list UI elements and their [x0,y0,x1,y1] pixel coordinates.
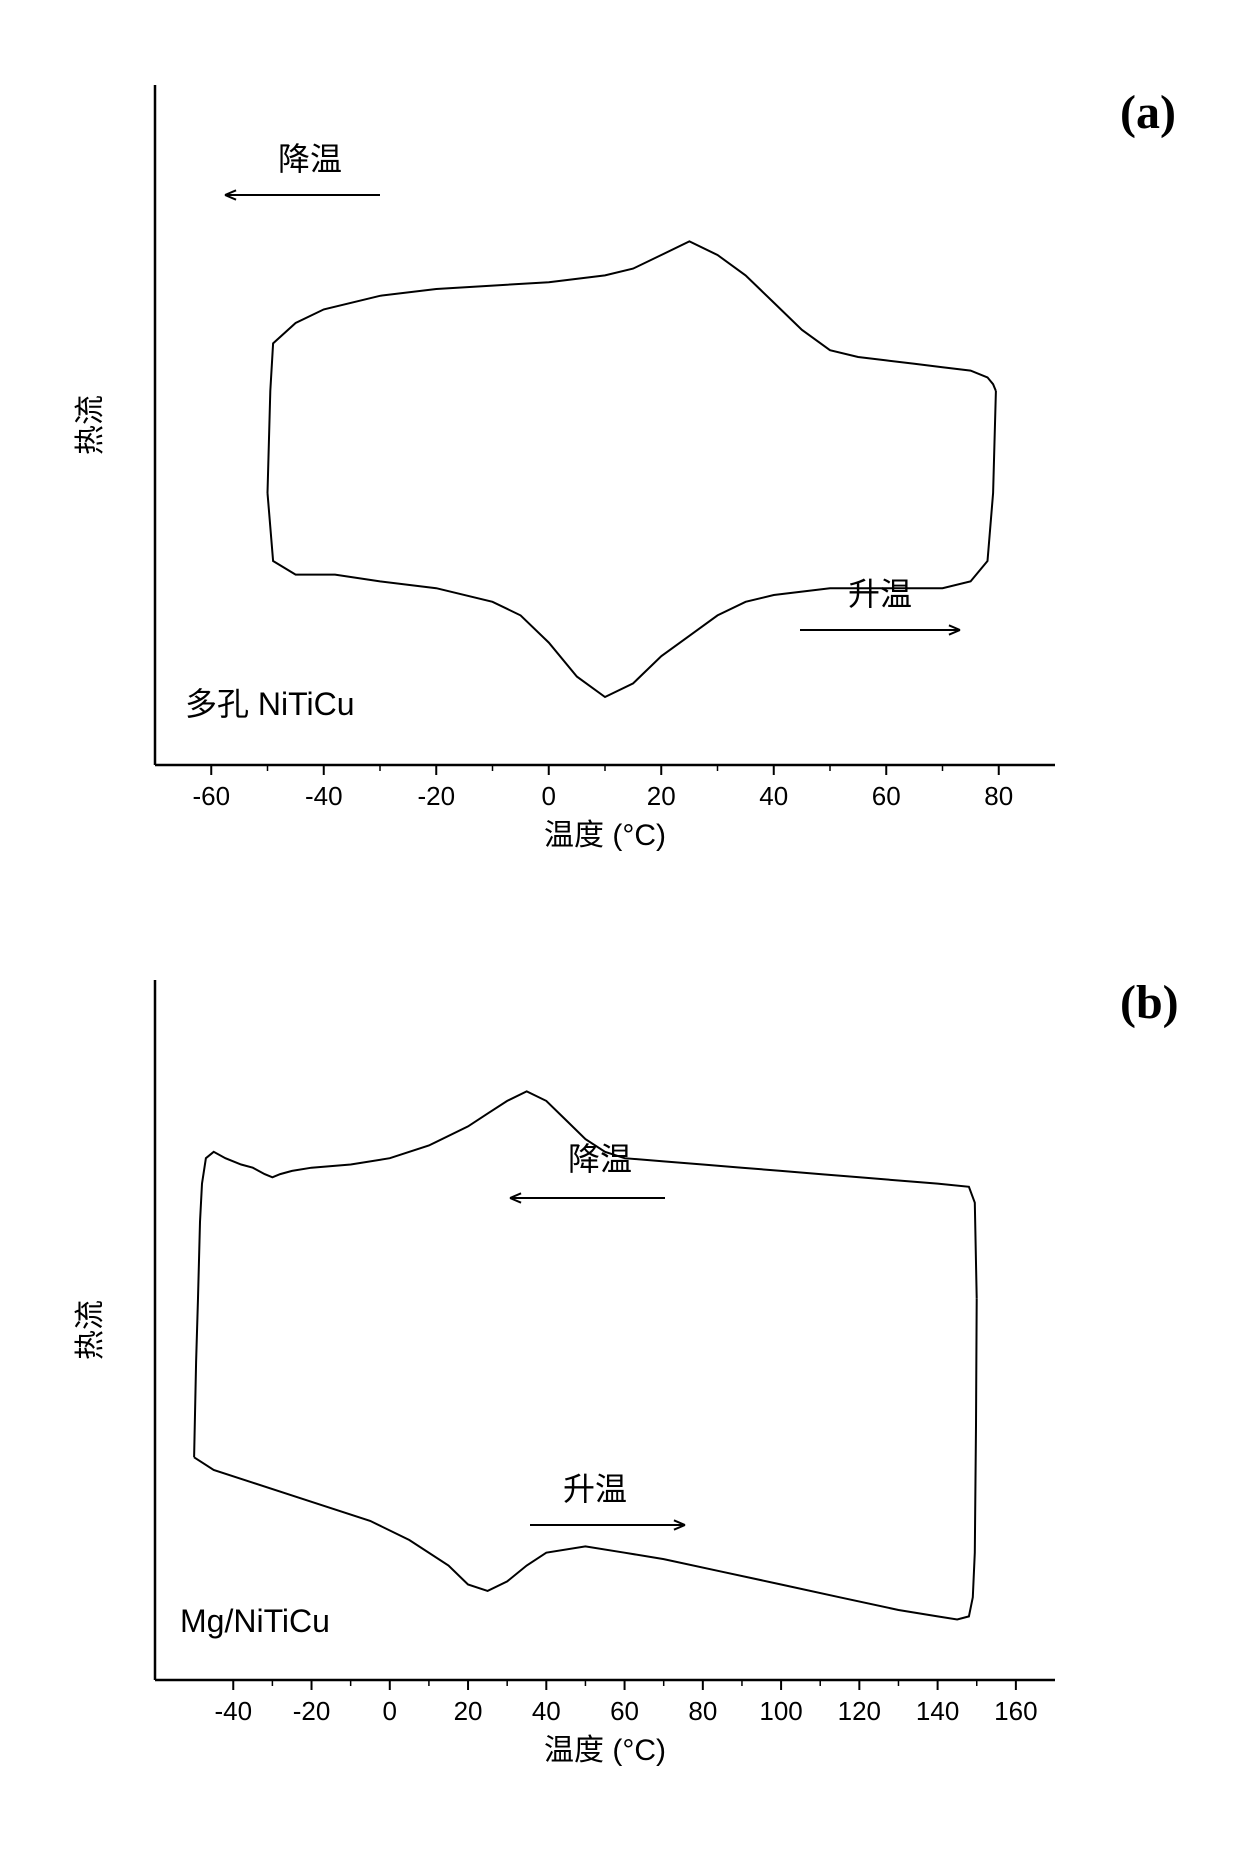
svg-text:20: 20 [454,1696,483,1726]
svg-text:0: 0 [383,1696,397,1726]
svg-text:降温: 降温 [278,141,342,177]
svg-text:0: 0 [542,781,556,811]
svg-text:20: 20 [647,781,676,811]
svg-text:120: 120 [838,1696,881,1726]
svg-text:温度 (°C): 温度 (°C) [544,1734,666,1767]
dsc-chart-a: -60 -40 -20 0 20 40 60 80 温度 (°C) 热流 降温升温多孔 NiTiCu [40,65,1090,885]
svg-text:降温: 降温 [568,1141,632,1177]
svg-text:温度 (°C): 温度 (°C) [544,819,666,852]
svg-text:Mg/NiTiCu: Mg/NiTiCu [180,1603,330,1639]
svg-text:热流: 热流 [74,395,107,455]
svg-text:多孔 NiTiCu: 多孔 NiTiCu [185,686,355,722]
svg-text:-40: -40 [305,781,343,811]
panel-label-b: (b) [1120,975,1179,1030]
svg-text:80: 80 [688,1696,717,1726]
svg-text:-20: -20 [417,781,455,811]
svg-text:40: 40 [759,781,788,811]
panel-label-a: (a) [1120,85,1176,140]
svg-text:80: 80 [984,781,1013,811]
svg-text:40: 40 [532,1696,561,1726]
svg-text:热流: 热流 [74,1300,107,1360]
svg-text:140: 140 [916,1696,959,1726]
svg-text:60: 60 [610,1696,639,1726]
svg-text:100: 100 [759,1696,802,1726]
dsc-chart-b: -40 -20 0 20 40 60 80 100 120 140 160 温度 (°C) 热流 降温升温… [40,960,1090,1800]
svg-text:160: 160 [994,1696,1037,1726]
figure-page: (a) -60-40-20020406080温度 (°C)热流降温升温多孔 Ni… [0,0,1240,1870]
svg-text:-20: -20 [293,1696,331,1726]
svg-text:升温: 升温 [563,1471,627,1507]
svg-text:升温: 升温 [848,576,912,612]
svg-text:60: 60 [872,781,901,811]
svg-text:-40: -40 [214,1696,252,1726]
svg-text:-60: -60 [192,781,230,811]
